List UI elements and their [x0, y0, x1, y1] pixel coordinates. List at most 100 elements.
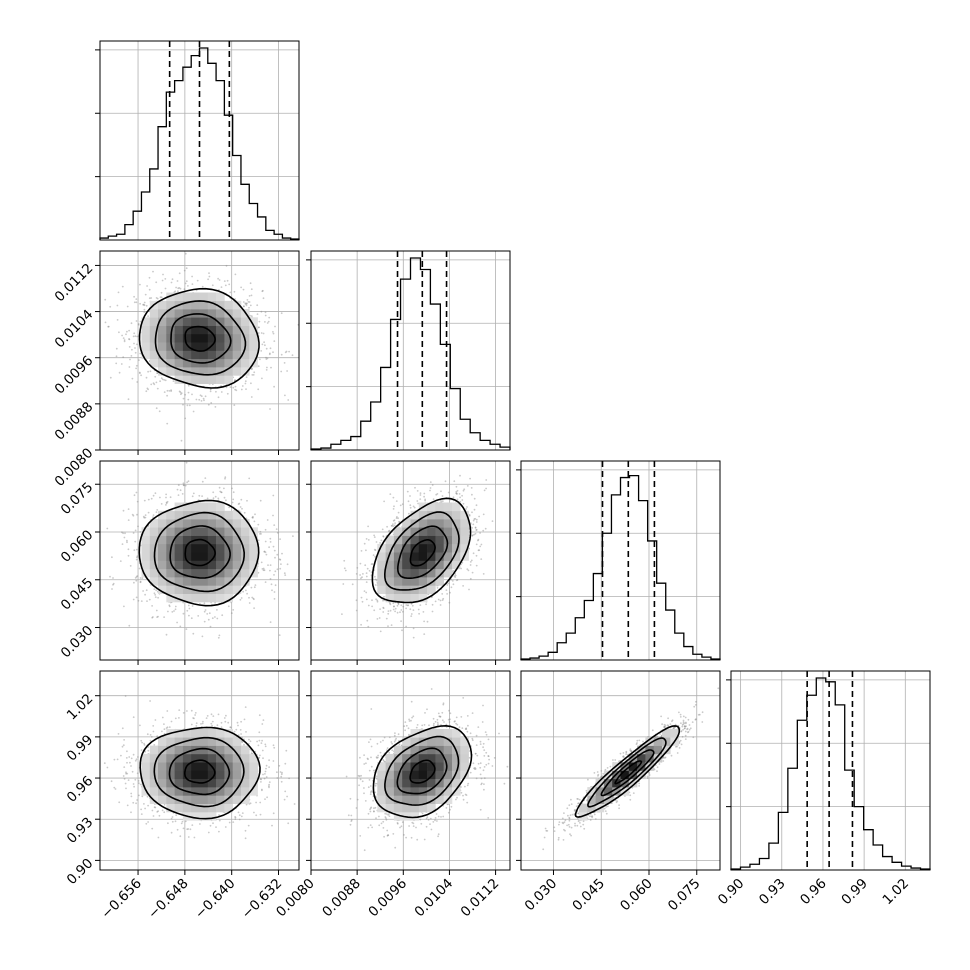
scatter-point	[279, 538, 281, 540]
scatter-point	[163, 616, 166, 618]
scatter-point	[265, 553, 268, 556]
density-cell	[182, 577, 192, 586]
scatter-point	[179, 391, 182, 394]
scatter-point	[468, 513, 471, 516]
scatter-point	[136, 343, 138, 346]
scatter-point	[186, 404, 189, 407]
scatter-point	[173, 610, 175, 612]
scatter-point	[142, 303, 145, 306]
contour-line	[169, 525, 231, 579]
scatter-point	[431, 603, 434, 606]
density-cell	[232, 325, 242, 335]
scatter-point	[450, 578, 452, 581]
scatter-point	[460, 567, 462, 570]
scatter-point	[360, 623, 362, 626]
scatter-point	[471, 571, 474, 574]
scatter-point	[126, 541, 128, 544]
scatter-point	[144, 514, 147, 516]
scatter-point	[229, 386, 232, 388]
scatter-point	[454, 574, 457, 577]
scatter-point	[127, 554, 130, 557]
density-cell	[141, 527, 151, 536]
scatter-point	[148, 288, 151, 291]
scatter-point	[214, 495, 217, 498]
scatter-point	[253, 598, 255, 601]
density-cell	[224, 527, 233, 536]
scatter-point	[263, 550, 266, 553]
scatter-point	[216, 617, 219, 620]
scatter-point	[361, 600, 364, 603]
scatter-point	[225, 264, 228, 267]
scatter-point	[220, 491, 223, 494]
density-cell	[174, 375, 184, 384]
density-cell	[207, 300, 217, 310]
density-cell	[158, 309, 167, 318]
scatter-point	[191, 275, 194, 278]
scatter-point	[241, 507, 243, 510]
scatter-point	[138, 371, 141, 374]
scatter-point	[468, 514, 471, 517]
density-cell	[216, 543, 225, 553]
density-cell	[241, 543, 250, 553]
scatter-point	[367, 604, 370, 607]
scatter-point	[104, 298, 107, 301]
density-cell	[191, 519, 200, 528]
scatter-point	[387, 612, 390, 615]
density-cell	[149, 325, 159, 335]
scatter-point	[184, 417, 187, 420]
density-cell	[207, 527, 217, 536]
density-cell	[207, 543, 217, 553]
density-cell	[182, 543, 192, 553]
scatter-point	[434, 600, 437, 603]
density-cell	[207, 560, 217, 570]
scatter-point	[141, 577, 144, 579]
density-cell	[149, 519, 159, 528]
density-cell	[249, 535, 258, 545]
scatter-point	[136, 335, 139, 338]
contour-line	[153, 511, 246, 593]
scatter-point	[259, 530, 262, 533]
scatter-point	[387, 625, 389, 627]
density-cell	[207, 325, 217, 335]
density-cell	[149, 568, 159, 578]
scatter-point	[268, 546, 270, 549]
scatter-point	[373, 536, 376, 538]
scatter-point	[426, 620, 429, 623]
density-cell	[216, 502, 225, 512]
scatter-point	[137, 599, 140, 602]
scatter-point	[250, 288, 253, 291]
scatter-point	[397, 603, 400, 605]
scatter-point	[188, 404, 191, 407]
scatter-point	[266, 519, 269, 521]
scatter-point	[292, 535, 294, 537]
histogram-panel-1	[306, 250, 511, 451]
scatter-point	[274, 584, 277, 587]
density-cell	[249, 568, 258, 578]
scatter-point	[280, 353, 283, 356]
scatter-point	[242, 305, 245, 308]
scatter-point	[115, 362, 118, 365]
scatter-point	[263, 569, 266, 572]
scatter-point	[447, 582, 450, 585]
scatter-point	[274, 570, 277, 573]
scatter-point	[152, 494, 155, 497]
scatter-point	[234, 273, 237, 276]
density-cell	[149, 543, 159, 553]
density-cell	[199, 577, 209, 586]
scatter-panel-2-1	[306, 460, 511, 665]
scatter-point	[165, 496, 167, 499]
scatter-point	[283, 572, 286, 575]
scatter-point	[181, 493, 184, 495]
scatter-point	[107, 325, 110, 328]
scatter-point	[260, 310, 263, 313]
scatter-point	[474, 527, 477, 529]
scatter-point	[199, 394, 202, 397]
scatter-point	[178, 272, 181, 275]
density-cell	[182, 560, 192, 570]
scatter-point	[262, 332, 265, 335]
density-cell	[232, 317, 242, 326]
density-cell	[241, 519, 250, 528]
scatter-point	[133, 295, 136, 298]
scatter-point	[127, 398, 130, 401]
scatter-point	[454, 576, 457, 578]
